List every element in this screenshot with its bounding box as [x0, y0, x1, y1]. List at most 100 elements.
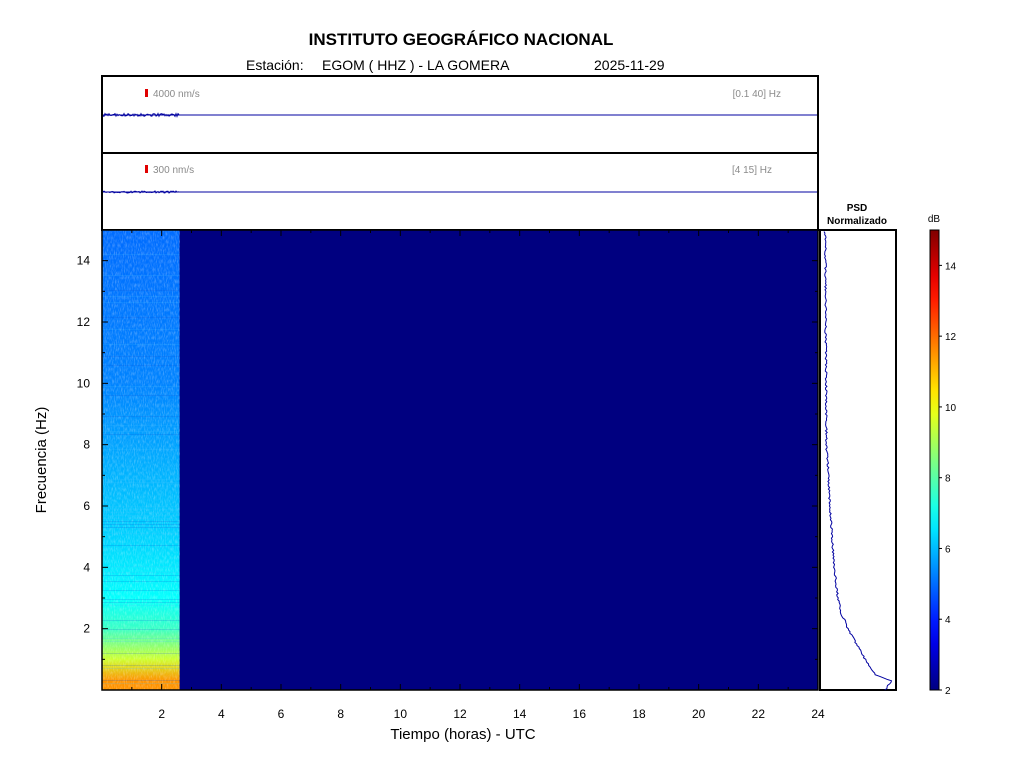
- waveform-trace-active: [102, 190, 179, 194]
- spectrogram-stripe: [102, 641, 180, 642]
- spectrogram-stripe: [102, 344, 180, 345]
- amplitude-scale-mark: [145, 89, 148, 97]
- spectrogram-stripe: [102, 665, 180, 666]
- spectrogram-stripe: [102, 590, 180, 591]
- colorbar-gradient-bar: [929, 229, 940, 691]
- spectrogram-stripe: [102, 638, 180, 639]
- spectrogram-stripe: [102, 668, 180, 669]
- filter-band-label: [4 15] Hz: [732, 165, 772, 176]
- colorbar-tick-label: 8: [945, 474, 951, 485]
- spectrogram-stripe: [102, 605, 180, 606]
- x-axis-ticks: 2 4 6 8 10 12 14 16 18 20 22 24: [131, 230, 825, 721]
- x-axis-label: Tiempo (horas) - UTC: [390, 726, 535, 743]
- spectrogram-stripe: [102, 683, 180, 684]
- spectrogram-stripe: [102, 329, 180, 330]
- spectrogram-stripe: [102, 512, 180, 513]
- x-tick-label: 22: [752, 707, 766, 721]
- colorbar: dB 2 4 6 8 10 12 14: [928, 214, 957, 697]
- colorbar-tick-label: 6: [945, 544, 951, 555]
- waveform-panel-broadband: 4000 nm/s [0.1 40] Hz: [101, 75, 819, 154]
- x-tick-label: 10: [394, 707, 408, 721]
- spectrogram-stripe: [102, 431, 180, 432]
- x-tick-label: 4: [218, 707, 225, 721]
- spectrogram-stripe: [102, 629, 180, 630]
- spectrogram-stripe: [102, 581, 180, 582]
- psd-curve: [823, 231, 893, 691]
- y-tick-label: 14: [77, 254, 91, 268]
- spectrogram-stripe: [102, 533, 180, 534]
- psd-panel: PSD Normalizado: [819, 203, 897, 691]
- spectrogram-stripe: [102, 482, 180, 483]
- colorbar-tick-label: 12: [945, 332, 957, 343]
- spectrogram-texture: [102, 230, 180, 684]
- x-tick-label: 2: [158, 707, 165, 721]
- spectrogram-stripe: [102, 518, 180, 519]
- spectrogram-stripe: [102, 395, 180, 396]
- x-tick-label: 20: [692, 707, 706, 721]
- spectrogram-stripe: [102, 524, 180, 525]
- spectrogram-stripe: [102, 545, 180, 546]
- colorbar-ticks: 2 4 6 8 10 12 14: [939, 261, 957, 697]
- psd-subtitle: Normalizado: [827, 216, 887, 227]
- x-tick-label: 18: [632, 707, 646, 721]
- colorbar-tick-label: 4: [945, 615, 951, 626]
- station-label: Estación:: [246, 57, 304, 73]
- spectrogram-stripe: [102, 515, 180, 516]
- spectrogram-stripe: [102, 275, 180, 276]
- spectrogram-stripe: [102, 575, 180, 576]
- x-tick-label: 8: [337, 707, 344, 721]
- spectrogram-stripe: [102, 479, 180, 480]
- spectrogram-stripe: [102, 296, 180, 297]
- y-tick-label: 4: [83, 560, 90, 574]
- spectrogram-stripe: [102, 416, 180, 417]
- spectrogram-stripe: [102, 602, 180, 603]
- y-tick-label: 10: [77, 376, 91, 390]
- amplitude-scale-mark: [145, 165, 148, 173]
- spectrogram-stripe: [102, 386, 180, 387]
- spectrogram-stripe: [102, 254, 180, 255]
- colorbar-tick-label: 10: [945, 403, 957, 414]
- spectrogram-stripe: [102, 680, 180, 681]
- spectrogram-stripe: [102, 365, 180, 366]
- spectrogram-stripe: [102, 506, 180, 507]
- colorbar-tick-label: 2: [945, 686, 951, 697]
- x-tick-label: 6: [278, 707, 285, 721]
- spectrogram-stripe: [102, 566, 180, 567]
- y-tick-label: 6: [83, 499, 90, 513]
- spectrogram-stripe: [102, 620, 180, 621]
- y-tick-label: 8: [83, 438, 90, 452]
- spectrogram-stripe: [102, 509, 180, 510]
- x-tick-label: 12: [453, 707, 467, 721]
- spectrogram-stripe: [102, 425, 180, 426]
- x-tick-label: 16: [573, 707, 587, 721]
- waveform-panel-highband: 300 nm/s [4 15] Hz: [101, 152, 819, 231]
- spectrogram-stripe: [102, 356, 180, 357]
- y-tick-label: 2: [83, 622, 90, 636]
- y-axis-label: Frecuencia (Hz): [33, 407, 50, 514]
- amplitude-scale-label: 300 nm/s: [153, 165, 194, 176]
- filter-band-label: [0.1 40] Hz: [733, 89, 781, 100]
- x-tick-label: 14: [513, 707, 527, 721]
- amplitude-scale-label: 4000 nm/s: [153, 89, 200, 100]
- station-name: EGOM ( HHZ ) - LA GOMERA: [322, 57, 510, 73]
- spectrogram-stripe: [102, 290, 180, 291]
- spectrogram-stripe: [102, 521, 180, 522]
- spectrogram-stripe: [102, 653, 180, 654]
- spectrogram-stripe: [102, 599, 180, 600]
- spectrogram-stripe: [102, 572, 180, 573]
- waveform-trace-active: [102, 112, 180, 118]
- psd-title: PSD: [847, 203, 868, 214]
- date-label: 2025-11-29: [594, 57, 665, 73]
- colorbar-label: dB: [928, 214, 941, 225]
- spectrogram-stripe: [102, 527, 180, 528]
- figure-title: INSTITUTO GEOGRÁFICO NACIONAL: [309, 30, 614, 49]
- x-tick-label: 24: [811, 707, 825, 721]
- spectrogram-speckle: [102, 230, 180, 690]
- spectrogram-stripe: [102, 449, 180, 450]
- spectrogram-stripe: [102, 302, 180, 303]
- spectrogram-stripe: [102, 434, 180, 435]
- spectrogram-stripe: [102, 317, 180, 318]
- y-tick-label: 12: [77, 315, 91, 329]
